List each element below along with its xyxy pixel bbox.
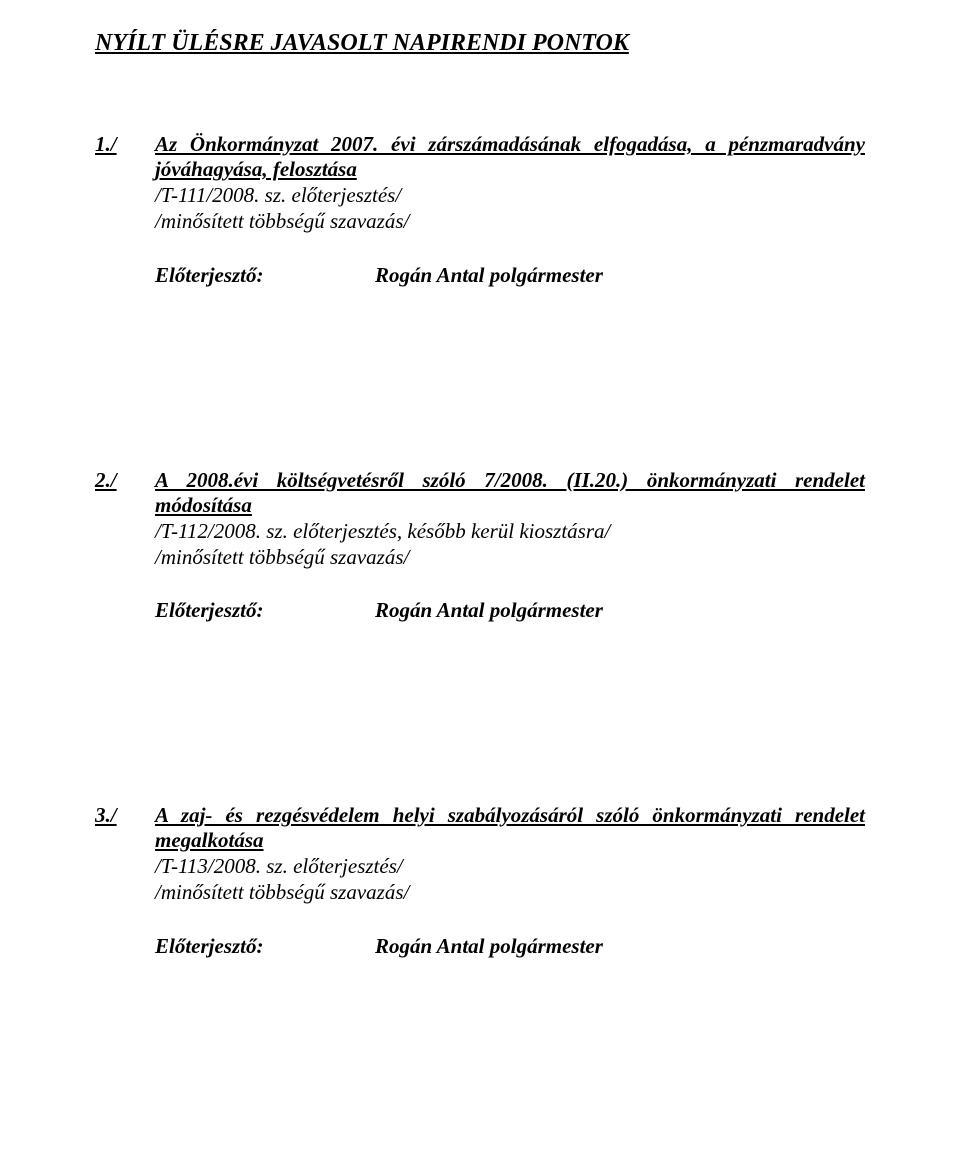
agenda-item-number: 2./ bbox=[95, 468, 155, 493]
presenter-label: Előterjesztő: bbox=[155, 934, 375, 959]
agenda-item-ref: /T-112/2008. sz. előterjesztés, később k… bbox=[155, 518, 865, 544]
agenda-item-heading: 2./ A 2008.évi költségvetésről szóló 7/2… bbox=[95, 468, 865, 518]
agenda-item: 3./ A zaj- és rezgésvédelem helyi szabál… bbox=[95, 803, 865, 959]
page-title: NYÍLT ÜLÉSRE JAVASOLT NAPIRENDI PONTOK bbox=[95, 30, 865, 57]
agenda-item-title: A 2008.évi költségvetésről szóló 7/2008.… bbox=[155, 468, 865, 518]
agenda-item: 1./ Az Önkormányzat 2007. évi zárszámadá… bbox=[95, 132, 865, 288]
presenter-value: Rogán Antal polgármester bbox=[375, 598, 865, 623]
agenda-item: 2./ A 2008.évi költségvetésről szóló 7/2… bbox=[95, 468, 865, 624]
presenter-row: Előterjesztő: Rogán Antal polgármester bbox=[155, 263, 865, 288]
document-page: NYÍLT ÜLÉSRE JAVASOLT NAPIRENDI PONTOK 1… bbox=[0, 0, 960, 999]
agenda-item-vote: /minősített többségű szavazás/ bbox=[155, 208, 865, 234]
presenter-value: Rogán Antal polgármester bbox=[375, 263, 865, 288]
agenda-item-ref: /T-111/2008. sz. előterjesztés/ bbox=[155, 182, 865, 208]
agenda-item-title: Az Önkormányzat 2007. évi zárszámadásána… bbox=[155, 132, 865, 182]
agenda-item-title: A zaj- és rezgésvédelem helyi szabályozá… bbox=[155, 803, 865, 853]
agenda-item-heading: 3./ A zaj- és rezgésvédelem helyi szabál… bbox=[95, 803, 865, 853]
agenda-item-heading: 1./ Az Önkormányzat 2007. évi zárszámadá… bbox=[95, 132, 865, 182]
agenda-item-number: 1./ bbox=[95, 132, 155, 157]
agenda-item-number: 3./ bbox=[95, 803, 155, 828]
agenda-item-vote: /minősített többségű szavazás/ bbox=[155, 879, 865, 905]
presenter-label: Előterjesztő: bbox=[155, 598, 375, 623]
presenter-value: Rogán Antal polgármester bbox=[375, 934, 865, 959]
presenter-label: Előterjesztő: bbox=[155, 263, 375, 288]
agenda-item-ref: /T-113/2008. sz. előterjesztés/ bbox=[155, 853, 865, 879]
presenter-row: Előterjesztő: Rogán Antal polgármester bbox=[155, 598, 865, 623]
agenda-item-vote: /minősített többségű szavazás/ bbox=[155, 544, 865, 570]
presenter-row: Előterjesztő: Rogán Antal polgármester bbox=[155, 934, 865, 959]
